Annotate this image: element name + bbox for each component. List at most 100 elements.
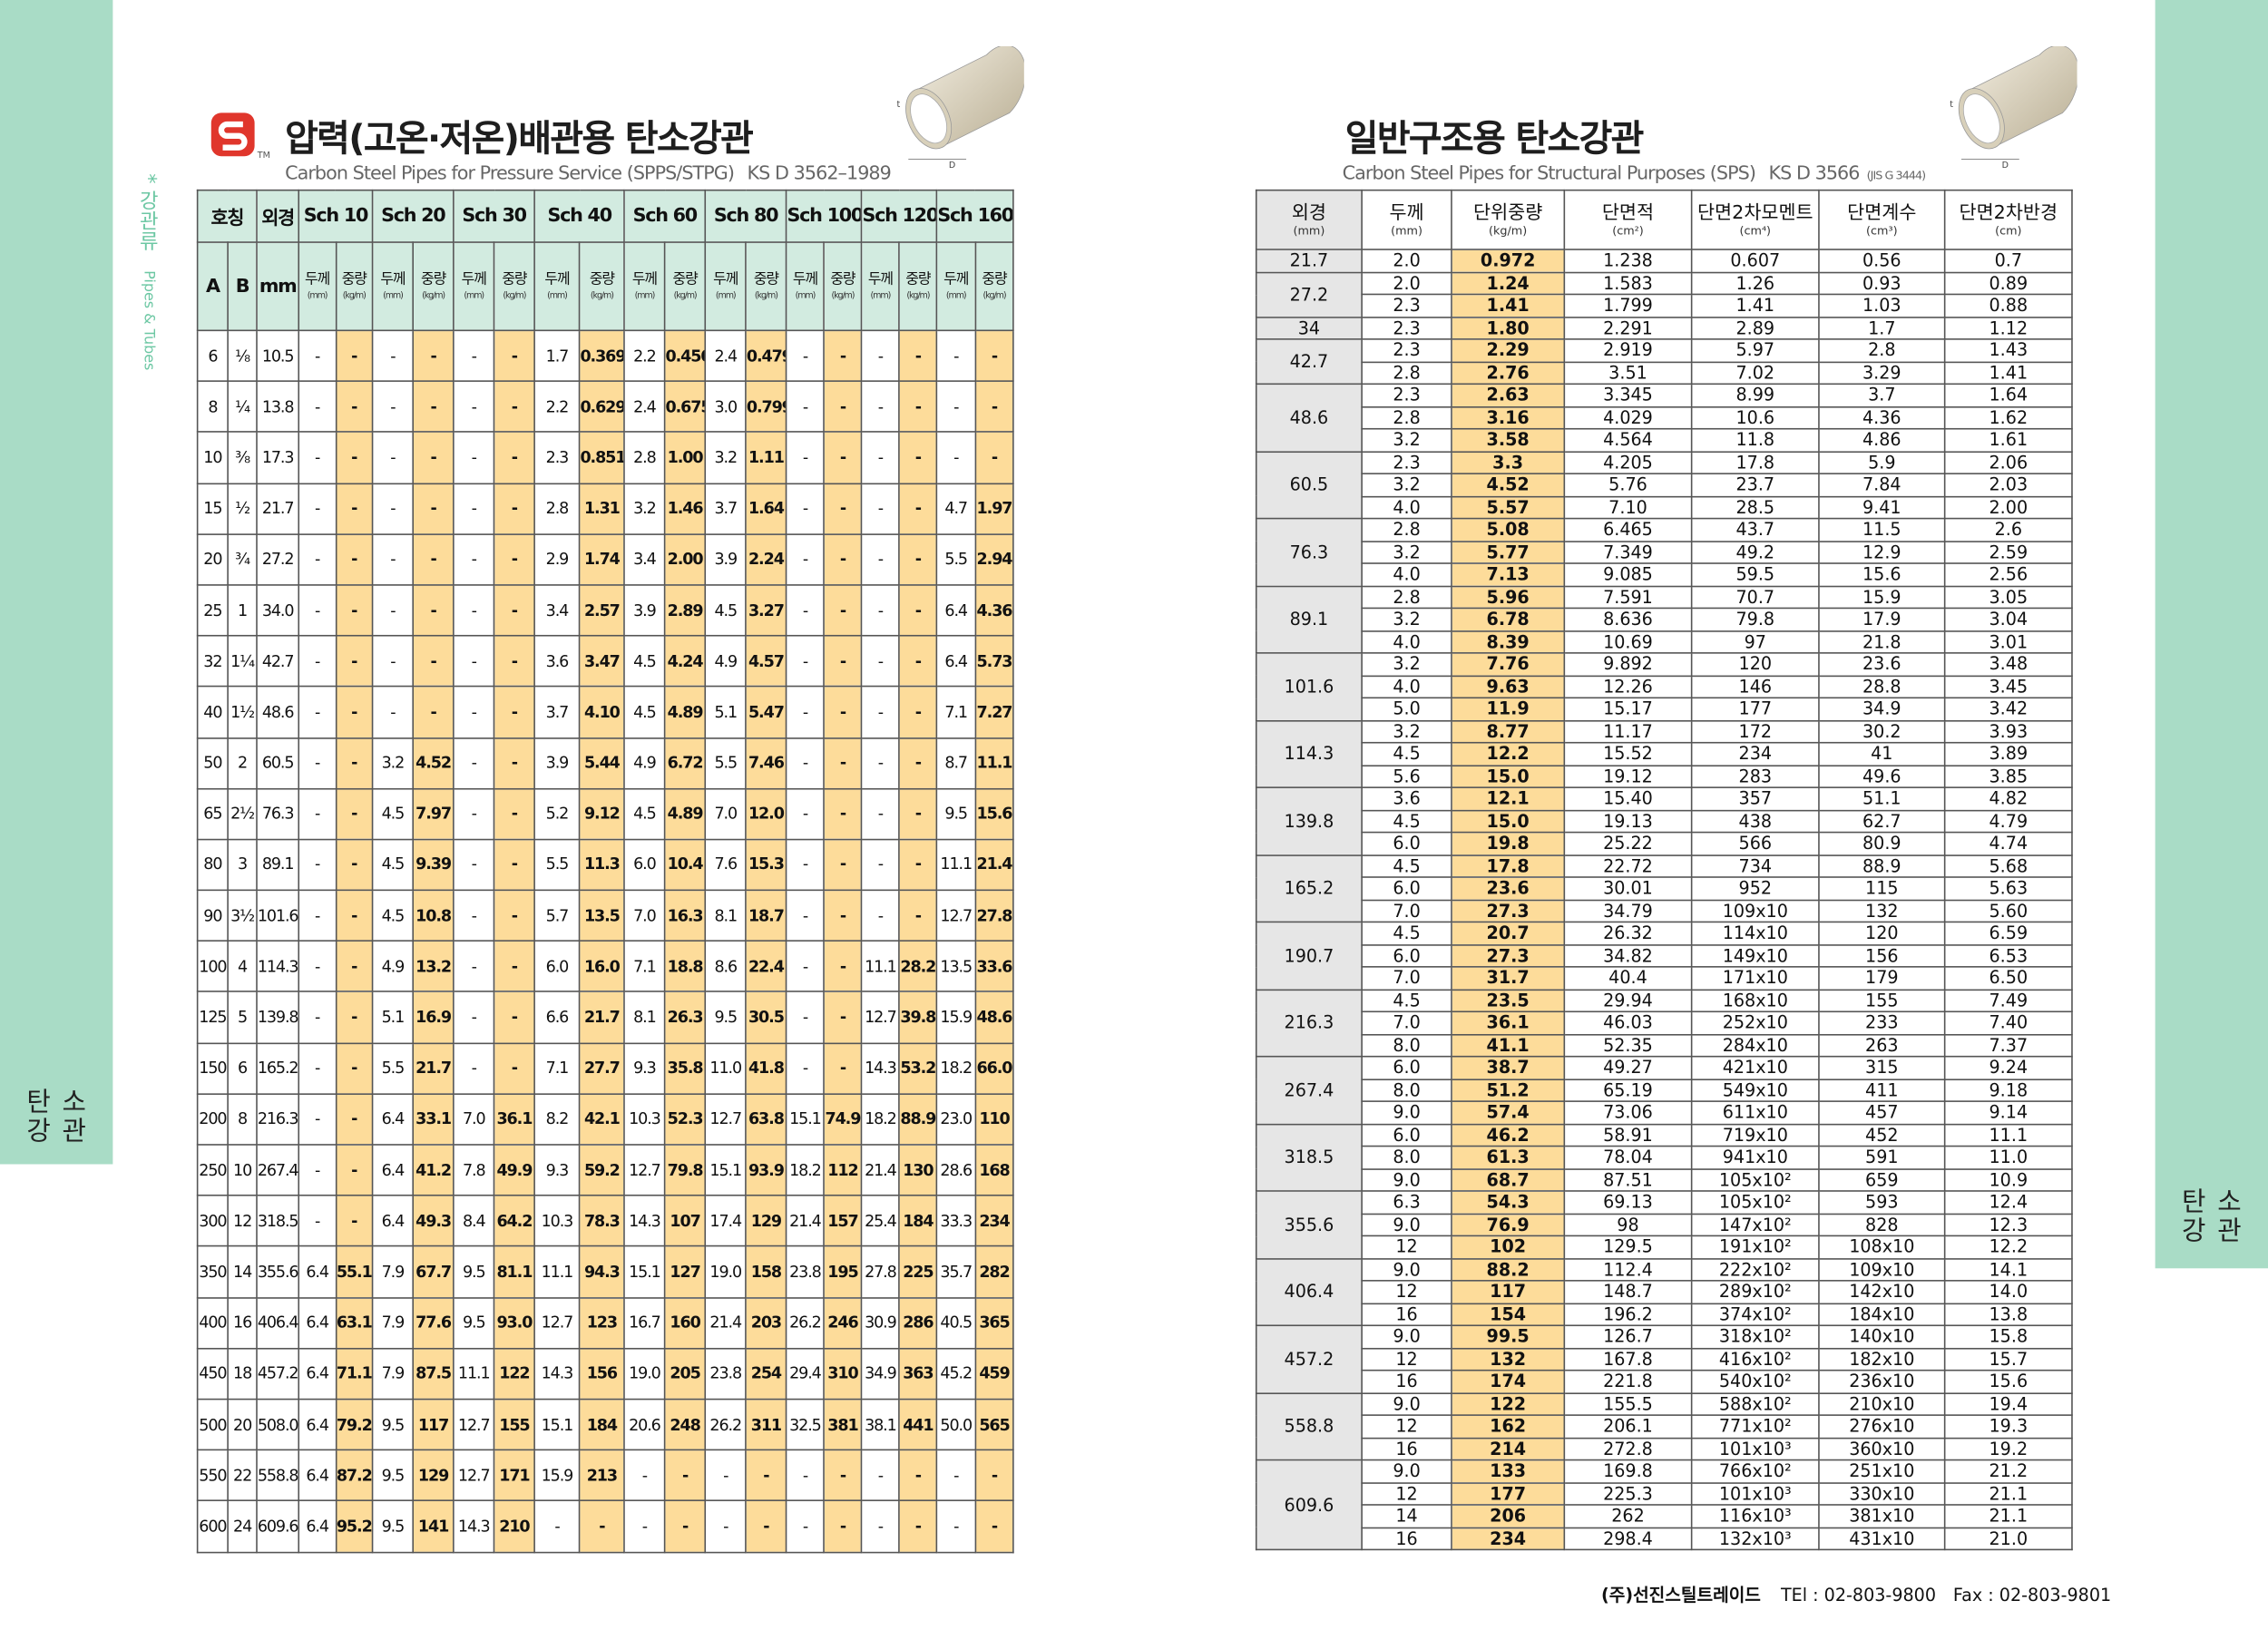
data-cell: 52.3 [663, 1093, 707, 1146]
data-cell: 286 [898, 1296, 938, 1350]
subheader-cell: B [227, 241, 258, 332]
subheader-name: 중량 [672, 270, 699, 288]
data-cell: - [935, 380, 976, 434]
header-cell: 단면2차반경 (cm) [1943, 189, 2073, 250]
data-cell: 236x10 [1818, 1369, 1946, 1394]
data-cell: 8.1 [623, 991, 666, 1044]
subheader-name: 중량 [753, 270, 779, 288]
data-cell: - [335, 1195, 374, 1247]
data-cell: 11.8 [1690, 427, 1820, 453]
data-cell: 222x10² [1690, 1257, 1820, 1282]
data-cell: 114x10 [1690, 921, 1820, 945]
subheader-cell: 두께 (mm) [623, 241, 666, 332]
data-cell: 65.19 [1563, 1078, 1693, 1102]
data-cell: 6.50 [1943, 966, 2073, 991]
data-cell: 101x10³ [1690, 1481, 1820, 1506]
schedule-header: Sch 10 [298, 189, 374, 243]
data-cell: - [898, 532, 938, 586]
data-cell: 3.2 [1361, 540, 1452, 564]
data-cell: - [823, 584, 863, 637]
data-cell: - [335, 787, 374, 841]
data-cell: - [298, 1195, 337, 1247]
data-cell: 3 [227, 838, 258, 892]
data-cell: 11.1 [533, 1245, 581, 1299]
data-cell: 4.82 [1943, 786, 2073, 811]
data-row: 7.0 27.3 34.79 109x10 132 5.60 [1256, 898, 2073, 923]
data-cell: 3.7 [1818, 383, 1946, 407]
data-cell: 457.2 [256, 1347, 300, 1401]
data-cell: 40 [196, 686, 229, 738]
data-cell: - [785, 889, 825, 942]
data-cell: 15.0 [1451, 764, 1566, 788]
data-cell: 11.1 [860, 940, 900, 993]
data-cell: 19.13 [1563, 809, 1693, 834]
data-cell: 251x10 [1818, 1459, 1946, 1484]
data-cell: 2.8 [533, 482, 581, 535]
data-cell: - [453, 787, 495, 841]
data-cell: 11.1 [935, 838, 976, 892]
data-cell: 3.2 [1361, 607, 1452, 631]
subheader-unit: (mm) [870, 289, 892, 300]
data-cell: - [453, 1041, 495, 1095]
data-cell: 21.0 [1943, 1526, 2073, 1551]
data-cell: 500 [196, 1398, 229, 1451]
subheader-cell: A [196, 241, 229, 332]
data-cell: 1.7 [533, 329, 581, 383]
data-cell: 30.5 [745, 991, 787, 1044]
data-cell: 360x10 [1818, 1437, 1946, 1461]
subheader-name: 중량 [830, 270, 855, 288]
data-cell: 8.4 [453, 1195, 495, 1247]
pipe-t-label: t [897, 100, 901, 110]
data-cell: 7.97 [412, 787, 455, 841]
schedule-header: Sch 60 [623, 189, 707, 243]
data-cell: 25.22 [1563, 831, 1693, 856]
data-cell: 7.46 [745, 737, 787, 790]
data-cell: - [823, 431, 863, 484]
data-cell: - [623, 1499, 666, 1553]
data-cell: 6.3 [1361, 1190, 1452, 1215]
data-cell: 80 [196, 838, 229, 892]
data-cell: 381 [823, 1398, 863, 1451]
data-cell: 101.6 [256, 889, 300, 942]
data-cell: - [371, 686, 415, 738]
data-cell: 8.39 [1451, 630, 1566, 654]
data-cell: 3.2 [1361, 427, 1452, 453]
data-row: 114.3 3.2 8.77 11.17 172 30.2 3.93 [1255, 719, 2073, 788]
data-cell: 3.6 [533, 635, 581, 688]
data-cell: 3.85 [1943, 764, 2073, 788]
data-cell: - [298, 532, 337, 586]
left-side-strip [0, 0, 113, 1165]
data-cell: 9.5 [935, 787, 976, 841]
outer-diameter-cell: 101.6 [1255, 652, 1363, 721]
data-cell: 248 [663, 1398, 707, 1451]
data-cell: 566 [1690, 831, 1820, 856]
data-cell: 246 [823, 1296, 863, 1350]
subheader-cell: 중량 (kg/m) [412, 241, 455, 332]
data-cell: 34.82 [1563, 943, 1693, 968]
data-cell: 12.1 [1451, 786, 1566, 811]
pipe-diagram-right: D t [1950, 46, 2077, 171]
data-row: 2.8 2.76 3.51 7.02 3.29 1.41 [1256, 360, 2073, 386]
data-cell: 363 [898, 1347, 938, 1401]
header-name: 두께 [1389, 201, 1424, 224]
data-cell: 6.4 [935, 635, 976, 688]
data-cell: - [298, 991, 337, 1044]
subheader-unit: (kg/m) [754, 289, 778, 300]
data-cell: 78.3 [578, 1195, 625, 1247]
data-cell: - [898, 1499, 938, 1553]
data-cell: - [453, 737, 495, 790]
data-cell: 7.02 [1690, 360, 1820, 386]
data-cell: 4.5 [704, 584, 747, 637]
subheader-name: 중량 [502, 270, 527, 288]
data-cell: 3.2 [704, 431, 747, 484]
data-cell: 4.9 [623, 737, 666, 790]
data-cell: 1.12 [1943, 316, 2073, 340]
data-cell: - [898, 431, 938, 484]
data-cell: 14.0 [1943, 1280, 2073, 1304]
data-row: 165.2 4.5 17.8 22.72 734 88.9 5.68 [1255, 854, 2073, 923]
header-cell: 단위중량 (kg/m) [1451, 189, 1566, 250]
data-cell: 5.73 [974, 635, 1014, 688]
data-row: 2.3 1.41 1.799 1.41 1.03 0.88 [1256, 293, 2073, 317]
data-cell: 276x10 [1818, 1414, 1946, 1439]
